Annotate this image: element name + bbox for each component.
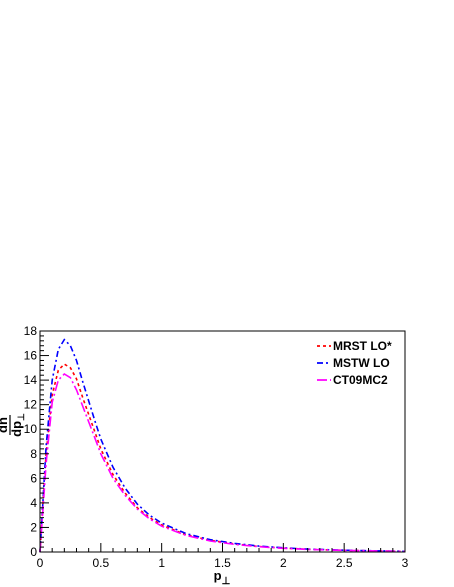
y-tick-label: 2 — [30, 520, 37, 534]
series-line-2 — [39, 338, 406, 553]
x-tick-label: 3 — [402, 556, 409, 570]
y-tick-label: 0 — [30, 545, 37, 559]
x-tick-label: 1 — [158, 556, 165, 570]
y-tick-label: 14 — [24, 373, 38, 387]
x-axis-label: p⊥ — [214, 568, 231, 587]
x-tick-label: 2 — [280, 556, 287, 570]
y-tick-label: 12 — [24, 398, 38, 412]
y-tick-label: 4 — [30, 496, 37, 510]
legend: MRST LO* MSTW LO CT09MC2 — [317, 339, 392, 387]
y-axis-label-denominator: dp⊥ — [9, 413, 26, 437]
axes: 0 0.5 1 1.5 2 2.5 3 0 2 4 6 8 10 12 14 16 18 — [24, 324, 409, 570]
y-axis-label-numerator: dn — [0, 417, 10, 433]
legend-label: MRST LO* — [333, 339, 392, 353]
x-tick-label: 0.5 — [92, 556, 109, 570]
y-tick-label: 16 — [24, 349, 38, 363]
legend-label: CT09MC2 — [333, 373, 388, 387]
y-tick-label: 10 — [24, 422, 38, 436]
x-tick-label: 2.5 — [336, 556, 353, 570]
series-line-1 — [39, 363, 406, 553]
plot-lines — [39, 338, 406, 553]
y-tick-label: 6 — [30, 471, 37, 485]
legend-label: MSTW LO — [333, 356, 390, 370]
y-tick-label: 8 — [30, 447, 37, 461]
y-axis-label: dn dp⊥ — [0, 413, 26, 437]
x-tick-label: 0 — [37, 556, 44, 570]
series-line-3 — [39, 372, 406, 553]
x-tick-label: 1.5 — [214, 556, 231, 570]
y-tick-label: 18 — [24, 324, 38, 338]
